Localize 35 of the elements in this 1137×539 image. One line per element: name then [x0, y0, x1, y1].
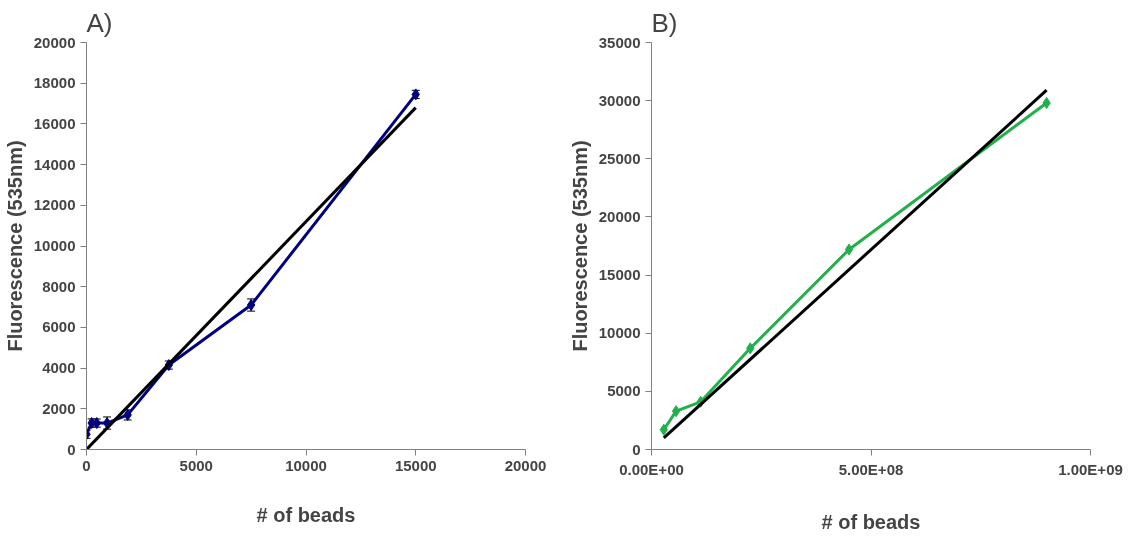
- y-tick-label: 20000: [598, 207, 641, 225]
- y-tick-label: 4000: [42, 359, 76, 377]
- y-tick-label: 6000: [42, 318, 76, 336]
- x-tick-label: 0.00E+00: [619, 460, 684, 478]
- y-tick-label: 15000: [598, 266, 641, 284]
- chart-title: B): [651, 7, 678, 38]
- x-tick-label: 10000: [285, 456, 327, 474]
- x-tick-label: 15000: [394, 456, 437, 474]
- y-tick-label: 18000: [33, 74, 76, 92]
- y-tick-label: 10000: [598, 324, 641, 342]
- x-tick-label: 0: [82, 456, 91, 474]
- x-axis-title: # of beads: [256, 503, 356, 526]
- y-tick-label: 8000: [42, 277, 76, 295]
- x-tick-label: 5.00E+08: [838, 460, 904, 478]
- point: [844, 243, 854, 256]
- y-tick-label: 12000: [33, 196, 76, 214]
- y-tick-label: 0: [67, 440, 76, 458]
- chart-title: A): [86, 7, 113, 38]
- x-tick-label: 1.00E+09: [1058, 460, 1123, 478]
- y-tick-label: 5000: [607, 382, 641, 400]
- y-tick-label: 20000: [33, 33, 76, 51]
- y-tick-label: 0: [632, 440, 641, 458]
- point: [671, 405, 681, 418]
- y-tick-label: 14000: [33, 155, 76, 173]
- y-tick-label: 10000: [33, 237, 76, 254]
- y-axis-title: Fluorescence (535nm): [568, 140, 591, 352]
- x-tick-label: 20000: [504, 456, 547, 474]
- y-axis-title: Fluorescence (535nm): [3, 140, 26, 352]
- x-axis-title: # of beads: [821, 510, 921, 533]
- y-tick-label: 30000: [598, 91, 641, 109]
- y-tick-label: 25000: [598, 149, 641, 167]
- y-tick-label: 35000: [598, 33, 641, 51]
- y-tick-label: 16000: [33, 114, 76, 132]
- x-tick-label: 5000: [179, 456, 213, 474]
- y-tick-label: 2000: [42, 399, 76, 417]
